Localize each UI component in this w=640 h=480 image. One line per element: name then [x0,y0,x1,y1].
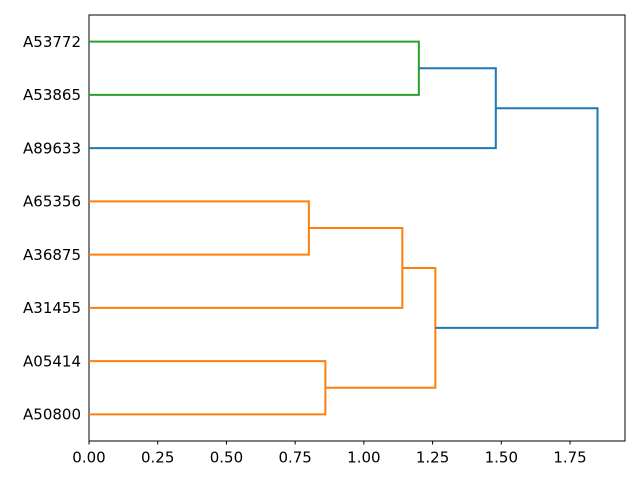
leaf-label: A31455 [23,299,81,317]
dendrogram-link-m3 [89,360,327,416]
dendrogram-link-m1 [89,40,420,96]
dendrogram-link-m5 [325,266,437,389]
x-tick-label: 0.00 [72,449,105,467]
x-tick-label: 0.50 [210,449,243,467]
leaf-label: A36875 [23,246,81,264]
leaf-label: A65356 [23,193,81,211]
leaf-label: A50800 [23,406,81,424]
leaf-label: A53772 [23,33,81,51]
dendrogram-link-m6 [89,67,497,150]
dendrogram-link-m7 [435,107,599,329]
x-tick-label: 0.75 [278,449,311,467]
leaf-label: A89633 [23,139,81,157]
dendrogram-link-m4 [89,227,404,309]
axes-frame [88,14,626,442]
x-tick-label: 1.75 [553,449,586,467]
x-tick-label: 1.50 [485,449,518,467]
x-tick-label: 0.25 [141,449,174,467]
leaf-label: A05414 [23,352,81,370]
leaf-label: A53865 [23,86,81,104]
x-tick-label: 1.25 [416,449,449,467]
dendrogram-link-m2 [89,200,310,256]
x-tick-label: 1.00 [347,449,380,467]
